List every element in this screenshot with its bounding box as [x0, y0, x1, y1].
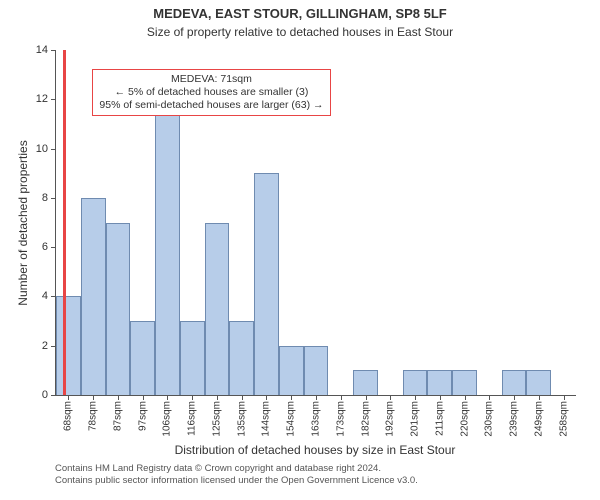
bar [502, 370, 527, 395]
xtick-label: 154sqm [286, 401, 297, 437]
annotation-line2: ← 5% of detached houses are smaller (3) [115, 86, 309, 98]
xtick-label: 97sqm [137, 401, 148, 431]
xtick-label: 68sqm [63, 401, 74, 431]
ytick [51, 247, 56, 248]
xtick [167, 395, 168, 400]
chart-title-line2: Size of property relative to detached ho… [0, 25, 600, 39]
xtick [564, 395, 565, 400]
xtick [93, 395, 94, 400]
ytick-label: 4 [42, 290, 48, 302]
bar [106, 223, 131, 396]
xtick [192, 395, 193, 400]
xtick-label: 87sqm [112, 401, 123, 431]
bar [205, 223, 230, 396]
x-axis-label: Distribution of detached houses by size … [55, 443, 575, 457]
xtick [514, 395, 515, 400]
ytick-label: 2 [42, 340, 48, 352]
bar [403, 370, 428, 395]
xtick-label: 230sqm [484, 401, 495, 437]
xtick-label: 78sqm [88, 401, 99, 431]
ytick-label: 10 [36, 143, 48, 155]
xtick-label: 211sqm [434, 401, 445, 436]
xtick-label: 220sqm [459, 401, 470, 437]
xtick [217, 395, 218, 400]
xtick [291, 395, 292, 400]
xtick-label: 144sqm [261, 401, 272, 437]
xtick [266, 395, 267, 400]
bar [81, 198, 106, 395]
ytick-label: 8 [42, 192, 48, 204]
annotation-line1: MEDEVA: 71sqm [171, 73, 252, 85]
attribution-line1: Contains HM Land Registry data © Crown c… [55, 463, 381, 474]
xtick [143, 395, 144, 400]
xtick-label: 116sqm [187, 401, 198, 436]
xtick [341, 395, 342, 400]
attribution-text: Contains HM Land Registry data © Crown c… [55, 463, 418, 487]
xtick-label: 201sqm [410, 401, 421, 437]
xtick [465, 395, 466, 400]
xtick-label: 173sqm [335, 401, 346, 437]
xtick [390, 395, 391, 400]
ytick [51, 149, 56, 150]
ytick [51, 198, 56, 199]
bar [427, 370, 452, 395]
bar [56, 296, 81, 395]
xtick [489, 395, 490, 400]
xtick [316, 395, 317, 400]
bar [452, 370, 477, 395]
xtick-label: 106sqm [162, 401, 173, 437]
bar [155, 99, 180, 395]
ytick-label: 0 [42, 389, 48, 401]
y-axis-label: Number of detached properties [16, 140, 30, 305]
xtick [440, 395, 441, 400]
xtick-label: 182sqm [360, 401, 371, 437]
xtick [415, 395, 416, 400]
xtick-label: 135sqm [236, 401, 247, 437]
xtick [539, 395, 540, 400]
bar [279, 346, 304, 395]
xtick-label: 192sqm [385, 401, 396, 437]
annotation-box: MEDEVA: 71sqm← 5% of detached houses are… [92, 69, 330, 116]
ytick-label: 12 [36, 93, 48, 105]
chart-title-line1: MEDEVA, EAST STOUR, GILLINGHAM, SP8 5LF [0, 6, 600, 21]
attribution-line2: Contains public sector information licen… [55, 475, 418, 486]
threshold-line [63, 50, 66, 395]
bar [304, 346, 329, 395]
bar [353, 370, 378, 395]
ytick-label: 14 [36, 44, 48, 56]
xtick [118, 395, 119, 400]
bar [180, 321, 205, 395]
xtick-label: 249sqm [533, 401, 544, 437]
bar [254, 173, 279, 395]
plot-area: 0246810121468sqm78sqm87sqm97sqm106sqm116… [55, 50, 576, 396]
xtick-label: 125sqm [211, 401, 222, 437]
ytick [51, 99, 56, 100]
xtick-label: 239sqm [509, 401, 520, 437]
xtick [366, 395, 367, 400]
bar [130, 321, 155, 395]
ytick-label: 6 [42, 241, 48, 253]
xtick-label: 258sqm [558, 401, 569, 437]
xtick [68, 395, 69, 400]
ytick [51, 50, 56, 51]
annotation-line3: 95% of semi-detached houses are larger (… [99, 99, 323, 111]
bar [526, 370, 551, 395]
ytick [51, 395, 56, 396]
bar [229, 321, 254, 395]
xtick-label: 163sqm [311, 401, 322, 437]
xtick [242, 395, 243, 400]
